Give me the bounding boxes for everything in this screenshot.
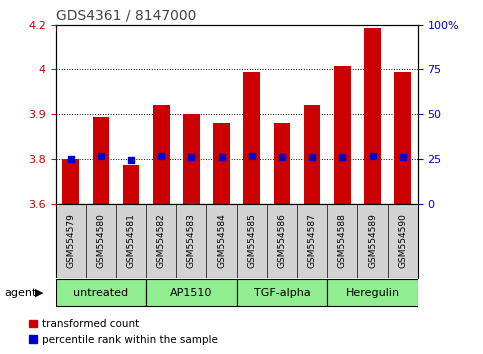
Text: ▶: ▶ [35, 288, 43, 298]
Bar [93, 117, 109, 204]
Text: TGF-alpha: TGF-alpha [254, 288, 310, 298]
Bar [243, 73, 260, 204]
Bar [56, 279, 146, 307]
Text: GDS4361 / 8147000: GDS4361 / 8147000 [56, 8, 196, 22]
Bar [62, 159, 79, 204]
Text: GSM554584: GSM554584 [217, 213, 226, 268]
Text: GSM554582: GSM554582 [156, 213, 166, 268]
Bar [327, 279, 418, 307]
Bar [183, 114, 199, 204]
Text: GSM554590: GSM554590 [398, 213, 407, 268]
Bar [123, 165, 139, 204]
Bar [237, 279, 327, 307]
Bar [213, 123, 230, 204]
Text: Heregulin: Heregulin [345, 288, 399, 298]
Text: GSM554588: GSM554588 [338, 213, 347, 268]
Text: GSM554586: GSM554586 [277, 213, 286, 268]
Text: GSM554587: GSM554587 [308, 213, 317, 268]
Text: GSM554589: GSM554589 [368, 213, 377, 268]
Text: GSM554579: GSM554579 [66, 213, 75, 268]
Text: agent: agent [5, 288, 37, 298]
Text: untreated: untreated [73, 288, 128, 298]
Text: GSM554585: GSM554585 [247, 213, 256, 268]
Bar [304, 105, 320, 204]
Text: GSM554583: GSM554583 [187, 213, 196, 268]
Bar [395, 73, 411, 204]
Bar [146, 279, 237, 307]
Bar [334, 67, 351, 204]
Bar [153, 105, 170, 204]
Text: GSM554581: GSM554581 [127, 213, 136, 268]
Bar [364, 28, 381, 204]
Bar [274, 123, 290, 204]
Legend: transformed count, percentile rank within the sample: transformed count, percentile rank withi… [25, 315, 222, 349]
Text: AP1510: AP1510 [170, 288, 213, 298]
Text: GSM554580: GSM554580 [96, 213, 105, 268]
